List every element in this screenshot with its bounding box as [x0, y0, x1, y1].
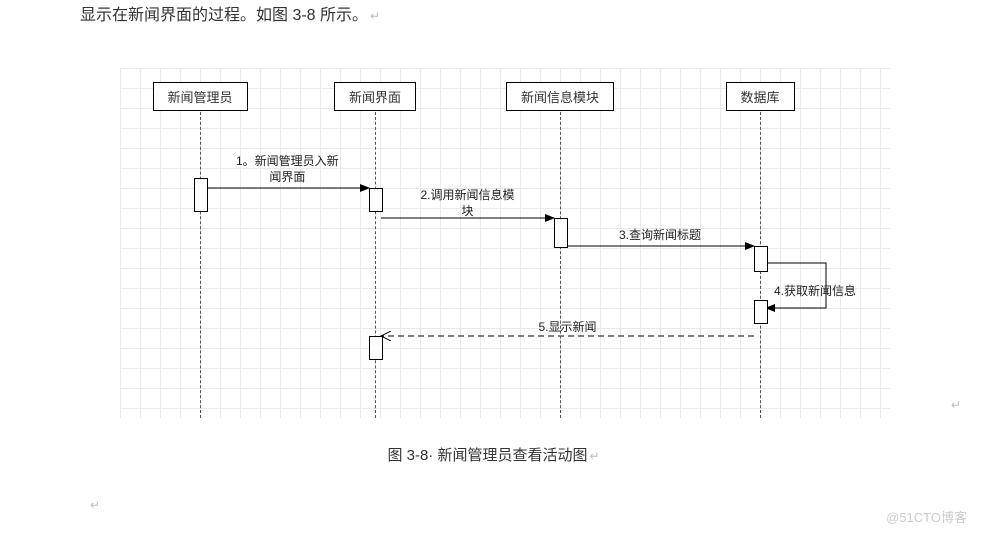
figure-caption: 图 3-8· 新闻管理员查看活动图↵	[0, 444, 987, 465]
actor-db: 数据库	[726, 82, 795, 111]
message-label-4: 5.显示新闻	[539, 320, 597, 336]
watermark: @51CTO博客	[886, 507, 967, 526]
activation-db-4	[754, 300, 768, 324]
diagram-svg	[120, 68, 890, 418]
message-label-3: 3.查询新闻标题	[619, 228, 701, 244]
sequence-diagram: 新闻管理员 新闻界面 新闻信息模块 数据库 1。新闻管理员入新闻界面 2.调用新闻信息模块…	[120, 68, 890, 418]
actor-admin: 新闻管理员	[153, 82, 248, 111]
activation-ui-1	[369, 188, 383, 212]
return-mark: ↵	[90, 498, 100, 512]
message-label-self: 4.获取新闻信息	[774, 284, 856, 300]
lifeline-module	[560, 112, 561, 418]
return-mark: ↵	[370, 9, 380, 23]
lifeline-ui	[375, 112, 376, 418]
lifeline-admin	[200, 112, 201, 418]
activation-ui-5	[369, 336, 383, 360]
body-text: 新闻界面通过调用新闻信息模块，输入新闻标题然后进行数据库中进行搜索最后 显示在新…	[80, 0, 640, 32]
message-label-1: 1。新闻管理员入新闻界面	[236, 154, 339, 185]
actor-ui: 新闻界面	[334, 82, 416, 111]
body-text-line2: 显示在新闻界面的过程。如图 3-8 所示。	[80, 7, 368, 24]
activation-module-2	[554, 218, 568, 248]
actor-module: 新闻信息模块	[506, 82, 614, 111]
message-label-2: 2.调用新闻信息模块	[421, 188, 515, 219]
activation-admin-0	[194, 178, 208, 212]
activation-db-3	[754, 246, 768, 272]
return-mark: ↵	[951, 398, 961, 412]
return-mark: ↵	[589, 449, 599, 463]
